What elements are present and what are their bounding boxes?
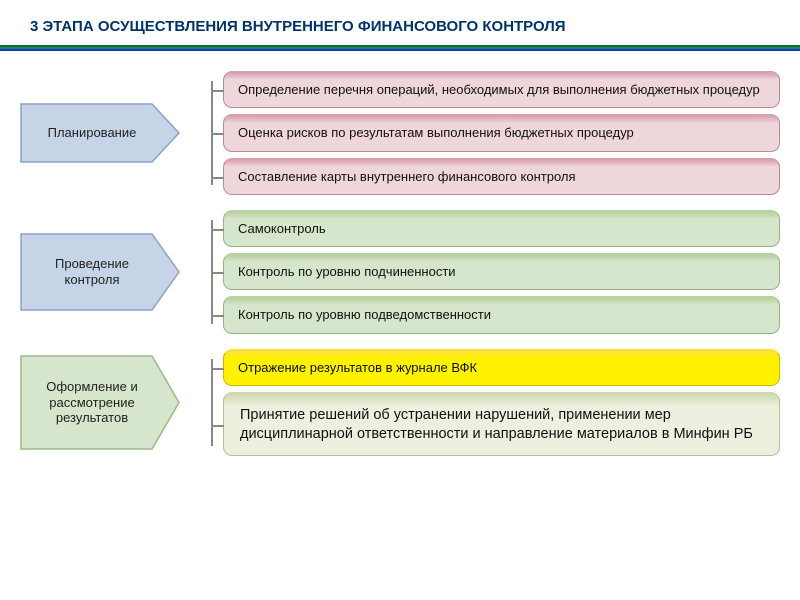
- stage-item: Самоконтроль: [223, 210, 780, 247]
- stage-arrow-wrap: Оформление и рассмотрение результатов: [20, 349, 205, 457]
- stage-arrow-label: Планирование: [48, 125, 137, 141]
- title-underline: [0, 45, 800, 51]
- stages-container: Планирование Определение перечня операций…: [0, 71, 800, 471]
- stage-items: Отражение результатов в журнале ВФК Приня…: [223, 349, 780, 457]
- stage-row: Проведение контроля Самоконтроль Контроль …: [0, 210, 800, 349]
- page-title: 3 ЭТАПА ОСУЩЕСТВЛЕНИЯ ВНУТРЕННЕГО ФИНАНС…: [0, 0, 800, 45]
- stage-item: Отражение результатов в журнале ВФК: [223, 349, 780, 386]
- stage-item: Оценка рисков по результатам выполнения …: [223, 114, 780, 151]
- stage-item: Составление карты внутреннего финансовог…: [223, 158, 780, 195]
- stage-item: Контроль по уровню подчиненности: [223, 253, 780, 290]
- stage-arrow-wrap: Проведение контроля: [20, 210, 205, 334]
- stage-item: Контроль по уровню подведомственности: [223, 296, 780, 333]
- stage-item: Принятие решений об устранении нарушений…: [223, 392, 780, 457]
- stage-items: Определение перечня операций, необходимы…: [223, 71, 780, 195]
- stage-arrow: Проведение контроля: [20, 233, 180, 311]
- stage-item: Определение перечня операций, необходимы…: [223, 71, 780, 108]
- stage-arrow-label: Проведение контроля: [28, 256, 156, 287]
- stage-arrow-wrap: Планирование: [20, 71, 205, 195]
- stage-row: Планирование Определение перечня операций…: [0, 71, 800, 210]
- stage-arrow: Планирование: [20, 103, 180, 163]
- stage-arrow-label: Оформление и рассмотрение результатов: [28, 379, 156, 426]
- connector: [205, 349, 223, 457]
- stage-items: Самоконтроль Контроль по уровню подчиненн…: [223, 210, 780, 334]
- stage-row: Оформление и рассмотрение результатов Отр…: [0, 349, 800, 472]
- stage-arrow: Оформление и рассмотрение результатов: [20, 355, 180, 450]
